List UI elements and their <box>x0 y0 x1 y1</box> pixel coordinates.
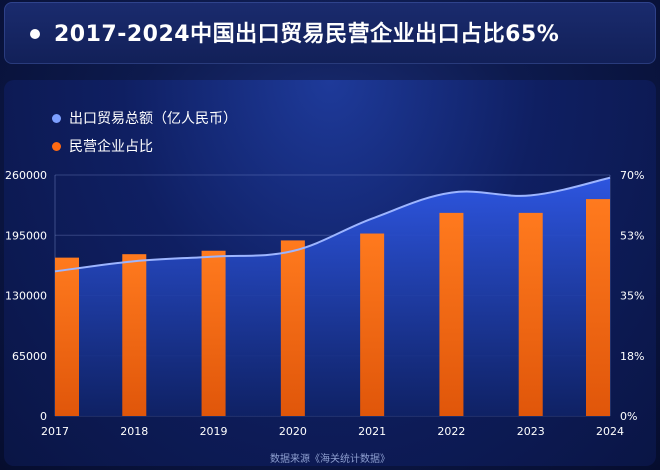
x-tick-label: 2018 <box>120 425 148 438</box>
y-left-tick-label: 260000 <box>5 169 47 182</box>
legend-label: 出口贸易总额（亿人民币） <box>69 111 237 127</box>
axes: 0 0% 65000 18% 130000 35% 195000 53% 260000 70% 20… <box>5 169 644 438</box>
title-bar: 2017-2024中国出口贸易民营企业出口占比65% <box>4 2 656 64</box>
export-total-line <box>54 176 611 273</box>
y-right-tick-label: 18% <box>620 350 644 363</box>
bar-series <box>55 199 610 416</box>
bar-private-share <box>280 240 305 416</box>
bar-private-share <box>586 199 610 416</box>
bar-private-share <box>122 254 147 416</box>
x-tick-label: 2017 <box>41 425 69 438</box>
page-title: 2017-2024中国出口贸易民营企业出口占比65% <box>54 22 560 47</box>
legend-item-private-share: 民营企业占比 <box>52 136 153 156</box>
x-tick-label: 2024 <box>596 425 624 438</box>
bar-private-share <box>360 233 385 416</box>
y-right-tick-label: 35% <box>620 290 644 303</box>
y-left-tick-label: 195000 <box>5 229 47 242</box>
source-note: 数据来源《海关统计数据》 <box>270 454 390 465</box>
bar-private-share <box>55 257 79 416</box>
bar-private-share <box>439 212 464 416</box>
legend-label: 民营企业占比 <box>69 139 153 155</box>
x-tick-label: 2022 <box>437 425 465 438</box>
x-tick-label: 2020 <box>279 425 307 438</box>
export-total-area <box>55 177 610 416</box>
y-left-tick-label: 130000 <box>5 290 47 303</box>
y-right-tick-label: 0% <box>620 410 637 423</box>
x-tick-label: 2019 <box>200 425 228 438</box>
legend-dot-icon <box>52 141 61 151</box>
y-left-tick-label: 65000 <box>12 350 47 363</box>
x-tick-label: 2021 <box>358 425 386 438</box>
x-tick-label: 2023 <box>517 425 545 438</box>
y-right-tick-label: 70% <box>620 169 644 182</box>
bar-private-share <box>201 250 226 416</box>
bar-private-share <box>518 212 543 416</box>
legend-dot-icon <box>52 113 61 123</box>
legend-item-export-total: 出口贸易总额（亿人民币） <box>52 108 237 128</box>
bullet-dot-icon <box>30 29 40 39</box>
y-left-tick-label: 0 <box>40 410 47 423</box>
y-right-tick-label: 53% <box>620 229 644 242</box>
